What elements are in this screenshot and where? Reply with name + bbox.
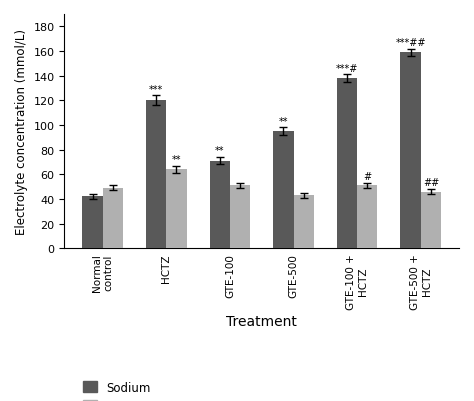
Text: ***: *** [149, 84, 163, 94]
Y-axis label: Electrolyte concentration (mmol/L): Electrolyte concentration (mmol/L) [15, 29, 28, 235]
Bar [357, 186, 377, 249]
Text: #: # [363, 172, 371, 182]
Bar [421, 192, 441, 249]
Text: **: ** [172, 154, 181, 164]
Bar [337, 79, 357, 249]
Text: **: ** [279, 116, 288, 126]
Bar [210, 161, 230, 249]
Bar [166, 170, 187, 249]
Bar [293, 196, 314, 249]
Bar [82, 197, 103, 249]
Text: **: ** [215, 146, 225, 156]
X-axis label: Treatment: Treatment [226, 315, 297, 328]
Bar [401, 53, 421, 249]
Bar [103, 188, 123, 249]
Legend: Sodium, Potassium: Sodium, Potassium [78, 376, 172, 401]
Text: ***#: ***# [336, 63, 358, 73]
Bar [273, 132, 293, 249]
Bar [230, 186, 250, 249]
Text: ***##: ***## [395, 38, 426, 48]
Text: ##: ## [423, 178, 439, 188]
Bar [146, 101, 166, 249]
